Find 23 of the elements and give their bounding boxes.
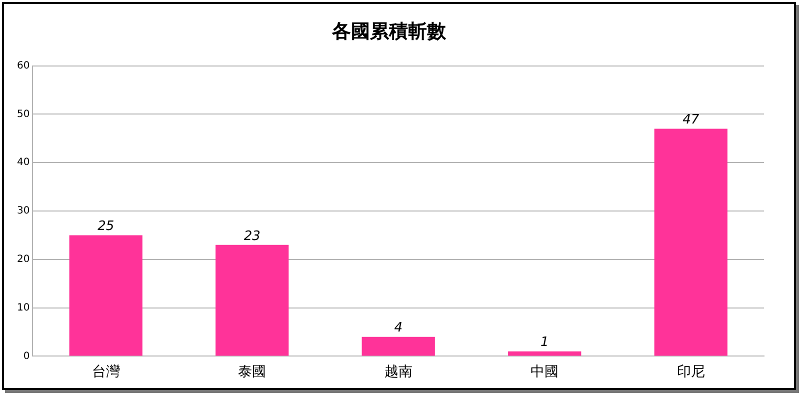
y-tick-label: 10: [16, 302, 30, 314]
y-tick-label: 60: [16, 60, 30, 72]
data-label: 4: [394, 320, 403, 336]
y-tick-label: 30: [16, 206, 30, 217]
data-label: 25: [98, 219, 114, 234]
x-tick-label: 台灣: [92, 364, 120, 380]
data-label: 1: [540, 335, 549, 350]
bar: [216, 244, 289, 356]
data-label: 23: [244, 228, 260, 244]
x-tick-label: 中國: [530, 364, 559, 380]
y-tick-label: 20: [16, 254, 30, 265]
bar: [508, 351, 582, 356]
x-tick-label: 越南: [384, 364, 412, 380]
x-tick-label: 泰國: [238, 364, 266, 380]
y-tick-label: 40: [16, 157, 30, 168]
bar: [654, 128, 728, 356]
bar: [362, 336, 435, 356]
bar: [69, 235, 142, 356]
chart-title: 各國累積斬數: [331, 20, 447, 42]
data-label: 47: [682, 112, 700, 128]
x-tick-label: 印尼: [676, 364, 705, 380]
y-tick-label: 0: [23, 350, 30, 362]
y-tick-label: 50: [16, 108, 30, 120]
